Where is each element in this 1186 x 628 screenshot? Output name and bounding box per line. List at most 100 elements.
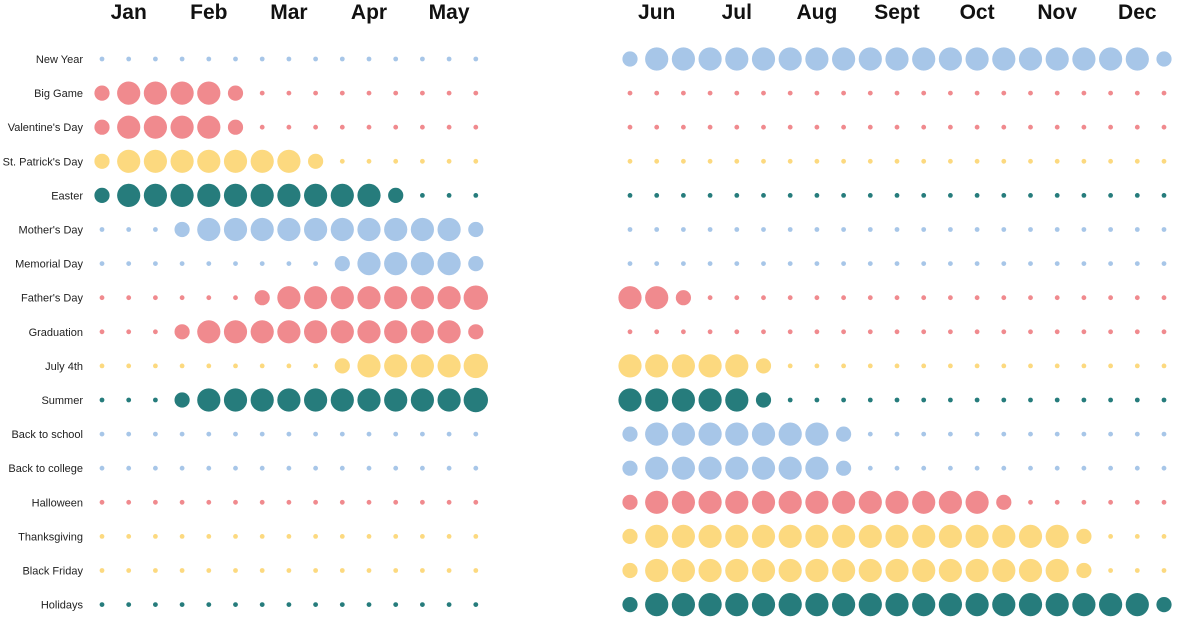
data-dot (206, 534, 212, 539)
data-dot (938, 490, 963, 514)
row-label: July 4th (45, 361, 83, 373)
data-dot (1134, 193, 1140, 198)
row-label: Halloween (32, 497, 83, 509)
data-dot (836, 426, 852, 442)
data-dot (654, 124, 660, 130)
data-dot (153, 465, 158, 471)
series-row-summer: Summer (41, 387, 1167, 413)
data-dot (921, 193, 927, 198)
data-dot (126, 465, 132, 471)
row-label: Summer (41, 395, 83, 407)
month-label-jul: Jul (722, 1, 752, 24)
data-dot (437, 217, 461, 242)
data-dot (286, 124, 292, 130)
data-dot (170, 183, 194, 207)
data-dot (366, 534, 372, 539)
data-dot (126, 295, 132, 301)
data-dot (1001, 227, 1007, 232)
data-dot (921, 397, 927, 403)
data-dot (681, 261, 686, 266)
row-label: Back to school (11, 429, 83, 441)
row-label: Big Game (34, 88, 83, 100)
data-dot (126, 568, 132, 573)
data-dot (832, 558, 856, 583)
data-dot (473, 602, 479, 607)
data-dot (197, 183, 221, 207)
data-dot (681, 227, 686, 232)
data-dot (1108, 499, 1113, 505)
data-dot (698, 558, 722, 583)
data-dot (259, 124, 265, 130)
data-dot (858, 593, 882, 617)
data-dot (734, 124, 740, 130)
data-dot (974, 158, 980, 164)
data-dot (938, 524, 963, 549)
series-row-big-game: Big Game (34, 81, 1167, 105)
data-dot (339, 124, 345, 130)
data-dot (206, 363, 212, 369)
data-dot (250, 149, 274, 173)
data-dot (308, 153, 324, 169)
data-dot (622, 426, 638, 442)
data-dot (912, 47, 936, 71)
data-dot (805, 456, 829, 480)
month-label-jun: Jun (638, 1, 675, 24)
data-dot (366, 158, 372, 164)
data-dot (921, 90, 927, 96)
data-dot (858, 47, 882, 71)
data-dot (965, 593, 989, 617)
data-dot (446, 193, 452, 198)
data-dot (286, 261, 292, 266)
data-dot (734, 329, 740, 335)
data-dot (1028, 261, 1033, 266)
data-dot (1099, 593, 1123, 617)
data-dot (1161, 363, 1167, 369)
data-dot (384, 286, 408, 310)
data-dot (197, 115, 221, 139)
data-dot (787, 193, 793, 198)
data-dot (1134, 465, 1140, 471)
data-dot (707, 329, 713, 335)
data-dot (698, 354, 722, 378)
data-dot (618, 286, 642, 310)
data-dot (277, 149, 301, 173)
data-dot (1134, 124, 1140, 130)
data-dot (179, 295, 185, 301)
data-dot (174, 324, 190, 340)
data-dot (725, 456, 749, 480)
data-dot (645, 354, 669, 378)
data-dot (126, 499, 132, 505)
data-dot (233, 295, 238, 301)
series-row-easter: Easter (51, 183, 1167, 207)
data-dot (974, 227, 980, 232)
data-dot (894, 295, 900, 301)
data-dot (420, 124, 425, 130)
data-dot (1161, 431, 1167, 437)
data-dot (1018, 524, 1043, 549)
data-dot (965, 558, 989, 583)
data-dot (894, 397, 900, 403)
data-dot (645, 558, 669, 583)
data-dot (948, 295, 953, 301)
data-dot (627, 261, 633, 266)
data-dot (867, 90, 873, 96)
data-dot (1081, 329, 1087, 335)
data-dot (94, 85, 110, 101)
data-dot (618, 354, 642, 378)
data-dot (463, 285, 488, 310)
data-dot (1001, 397, 1007, 403)
data-dot (627, 193, 633, 198)
row-label: Black Friday (22, 566, 83, 578)
data-dot (117, 183, 141, 207)
data-dot (618, 388, 642, 412)
data-dot (313, 363, 318, 369)
data-dot (384, 388, 408, 412)
data-dot (761, 158, 766, 164)
data-dot (153, 56, 158, 62)
month-label-dec: Dec (1118, 1, 1157, 24)
data-dot (99, 397, 105, 403)
data-dot (867, 295, 873, 301)
data-dot (671, 490, 696, 514)
data-dot (1081, 158, 1087, 164)
data-dot (858, 490, 882, 514)
